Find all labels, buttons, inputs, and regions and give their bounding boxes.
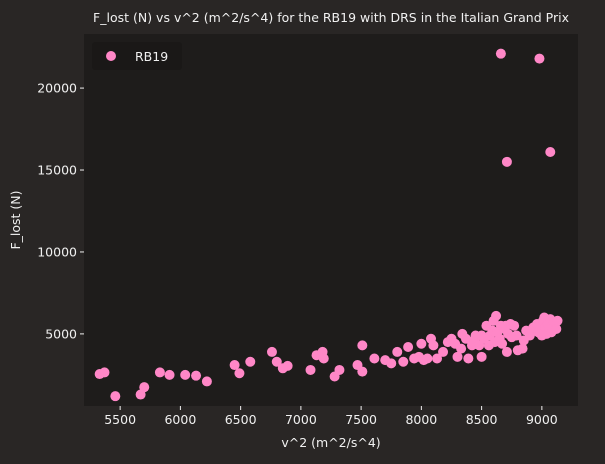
data-point: [164, 369, 175, 380]
x-axis-label: v^2 (m^2/s^4): [281, 435, 380, 450]
x-tick-label: 9000: [526, 412, 558, 427]
data-point: [416, 338, 427, 349]
data-point: [534, 53, 545, 64]
data-points: [94, 48, 563, 402]
legend-box: [92, 42, 182, 70]
data-point: [357, 340, 368, 351]
data-point: [551, 323, 562, 334]
x-tick-label: 6500: [225, 412, 257, 427]
y-tick-label: 15000: [37, 163, 77, 178]
data-point: [524, 330, 535, 341]
data-point: [456, 343, 467, 354]
data-point: [229, 360, 240, 371]
data-point: [491, 310, 502, 321]
data-point: [428, 340, 439, 351]
data-point: [392, 346, 403, 357]
x-tick-label: 6000: [164, 412, 196, 427]
data-point: [545, 146, 556, 157]
data-point: [552, 315, 563, 326]
data-point: [318, 353, 329, 364]
data-point: [476, 351, 487, 362]
data-point: [386, 358, 397, 369]
data-point: [234, 368, 245, 379]
data-point: [452, 351, 463, 362]
x-tick-label: 7500: [345, 412, 377, 427]
x-tick-label: 8500: [466, 412, 498, 427]
data-point: [438, 346, 449, 357]
legend-marker: [106, 51, 116, 61]
data-point: [369, 353, 380, 364]
data-point: [99, 367, 110, 378]
data-point: [305, 364, 316, 375]
data-point: [501, 346, 512, 357]
legend: RB19: [92, 42, 182, 70]
data-point: [139, 382, 150, 393]
data-point: [334, 364, 345, 375]
x-axis-ticks: 5500 6000 6500 7000 7500 8000 8500 9000: [104, 406, 558, 427]
data-point: [398, 356, 409, 367]
y-axis-label: F_lost (N): [8, 190, 23, 249]
data-point: [517, 343, 528, 354]
y-axis-ticks: 5000 10000 15000 20000: [37, 81, 84, 341]
data-point: [266, 346, 277, 357]
data-point: [135, 389, 146, 400]
data-point: [110, 391, 121, 402]
data-point: [509, 320, 520, 331]
y-tick-label: 5000: [45, 326, 77, 341]
data-point: [422, 353, 433, 364]
x-tick-label: 8000: [405, 412, 437, 427]
data-point: [463, 353, 474, 364]
x-tick-label: 7000: [285, 412, 317, 427]
data-point: [271, 356, 282, 367]
data-point: [403, 342, 414, 353]
legend-label: RB19: [135, 49, 168, 64]
data-point: [432, 353, 443, 364]
y-tick-label: 10000: [37, 244, 77, 259]
data-point: [495, 48, 506, 59]
data-point: [180, 369, 191, 380]
chart-title: F_lost (N) vs v^2 (m^2/s^4) for the RB19…: [93, 10, 569, 25]
y-tick-label: 20000: [37, 81, 77, 96]
x-tick-label: 5500: [104, 412, 136, 427]
data-point: [497, 338, 508, 349]
data-point: [245, 356, 256, 367]
data-point: [357, 366, 368, 377]
data-point: [511, 330, 522, 341]
data-point: [154, 367, 165, 378]
data-point: [201, 376, 212, 387]
data-point: [191, 370, 202, 381]
data-point: [501, 156, 512, 167]
data-point: [460, 333, 471, 344]
data-point: [282, 360, 293, 371]
